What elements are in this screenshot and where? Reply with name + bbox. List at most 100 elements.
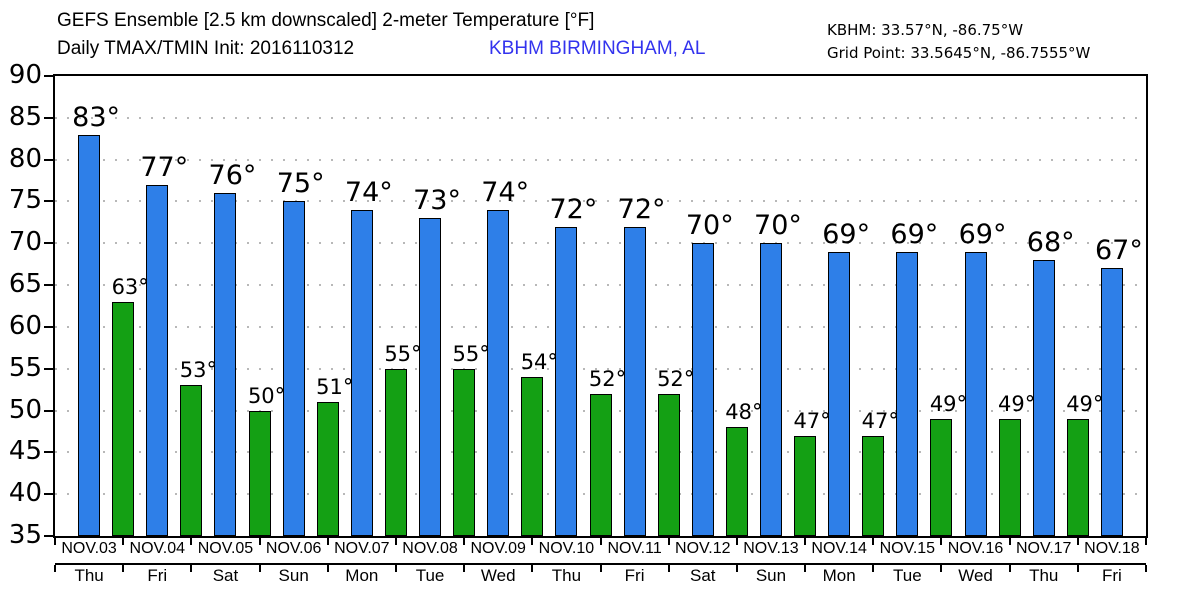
weekday-label: Wed	[958, 566, 993, 585]
tmin-value-label: 55°	[384, 341, 422, 366]
weekday-label: Mon	[822, 566, 856, 585]
date-label: NOV.14	[811, 540, 867, 557]
tmax-value-label: 70°	[754, 210, 802, 242]
tmin-bar	[589, 393, 612, 536]
date-axis-tick	[190, 538, 193, 545]
chart-subtitle-init: Daily TMAX/TMIN Init: 2016110312	[57, 38, 355, 59]
gridline	[55, 242, 1146, 245]
weekday-axis-tick	[258, 565, 261, 572]
grid-point-coordinates: Grid Point: 33.5645°N, -86.7555°W	[827, 44, 1091, 62]
date-label: NOV.09	[470, 540, 526, 557]
y-axis-tick	[44, 158, 53, 161]
weekday-axis-tick	[1076, 565, 1079, 572]
tmax-value-label: 69°	[958, 218, 1007, 250]
date-label: NOV.03	[61, 540, 117, 557]
tmax-value-label: 74°	[481, 176, 530, 208]
date-axis-tick	[122, 538, 125, 545]
tmax-bar	[623, 226, 646, 536]
date-label: NOV.06	[265, 540, 322, 557]
tmin-bar	[248, 410, 271, 536]
weekday-axis-tick	[122, 565, 125, 572]
tmax-value-label: 68°	[1026, 227, 1075, 258]
tmax-value-label: 69°	[890, 218, 939, 250]
y-axis-tick	[44, 409, 53, 412]
date-label: NOV.16	[947, 540, 1004, 557]
station-coordinates: KBHM: 33.57°N, -86.75°W	[827, 21, 1024, 39]
tmin-value-label: 50°	[247, 383, 286, 408]
y-axis-tick-label: 65	[8, 269, 42, 300]
tmin-bar	[725, 427, 748, 536]
tmin-bar	[794, 435, 817, 536]
tmin-bar	[316, 402, 339, 536]
tmax-bar	[419, 218, 442, 536]
y-axis-tick-label: 35	[8, 520, 42, 550]
tmax-bar	[350, 209, 373, 536]
weekday-axis-tick	[463, 565, 466, 572]
weekday-label: Fri	[1101, 566, 1122, 585]
date-axis-tick	[735, 538, 738, 545]
date-axis-tick	[1145, 538, 1147, 545]
tmax-value-label: 83°	[72, 101, 121, 133]
y-axis-tick-label: 90	[8, 60, 42, 90]
tmin-bar	[998, 418, 1021, 536]
y-axis-tick	[44, 242, 53, 245]
tmin-value-label: 47°	[861, 408, 899, 433]
tmax-bar	[1100, 268, 1123, 536]
weekday-axis-tick	[599, 565, 602, 572]
tmin-value-label: 47°	[793, 408, 831, 433]
gridline	[55, 325, 1146, 328]
plot-frame	[53, 74, 1148, 538]
weekday-axis-tick	[667, 565, 670, 572]
weekday-axis-tick	[735, 565, 738, 572]
tmin-value-label: 49°	[998, 391, 1036, 416]
tmax-value-label: 73°	[413, 185, 461, 217]
date-axis-tick	[54, 538, 56, 545]
weekday-axis-line	[55, 563, 1146, 565]
tmin-value-label: 55°	[452, 341, 490, 366]
tmin-bar	[453, 368, 476, 536]
tmax-bar	[146, 184, 169, 536]
tmax-bar	[759, 243, 782, 536]
weekday-label: Sat	[212, 566, 239, 585]
tmax-value-label: 70°	[685, 210, 734, 242]
y-axis-tick	[44, 451, 53, 454]
tmax-bar	[487, 209, 510, 536]
date-axis-tick	[1008, 538, 1011, 545]
y-axis-tick	[44, 116, 53, 119]
weekday-axis-tick	[1008, 565, 1011, 572]
date-axis-tick	[599, 538, 602, 545]
date-label: NOV.04	[129, 540, 185, 557]
tmax-value-label: 67°	[1094, 235, 1143, 267]
tmin-bar	[180, 385, 203, 536]
tmin-value-label: 52°	[588, 366, 627, 391]
weekday-axis-tick	[54, 565, 56, 572]
y-axis-tick	[44, 284, 53, 287]
tmax-bar	[691, 243, 714, 536]
tmax-value-label: 72°	[617, 193, 666, 225]
tmin-value-label: 48°	[725, 400, 763, 425]
tmax-value-label: 75°	[276, 168, 325, 200]
y-axis-tick	[44, 75, 53, 77]
tmin-value-label: 51°	[316, 375, 354, 400]
weekday-label: Thu	[74, 566, 104, 585]
weekday-label: Tue	[893, 566, 922, 585]
gridline	[55, 200, 1146, 203]
gridline	[55, 284, 1146, 287]
date-label: NOV.17	[1015, 540, 1072, 557]
tmin-bar	[1066, 418, 1089, 536]
y-axis-tick-label: 55	[8, 352, 42, 383]
gridline	[55, 158, 1146, 161]
tmin-bar	[862, 435, 885, 536]
date-axis-tick	[872, 538, 875, 545]
y-axis-tick-label: 45	[8, 436, 42, 467]
weekday-label: Thu	[1029, 566, 1059, 585]
gridline	[55, 367, 1146, 370]
weekday-axis-tick	[1145, 565, 1147, 572]
tmax-bar	[214, 193, 237, 536]
tmin-value-label: 49°	[929, 391, 968, 416]
station-name: KBHM BIRMINGHAM, AL	[489, 38, 706, 59]
date-axis-tick	[531, 538, 534, 545]
tmin-value-label: 63°	[111, 274, 149, 299]
tmax-bar	[1032, 260, 1055, 536]
